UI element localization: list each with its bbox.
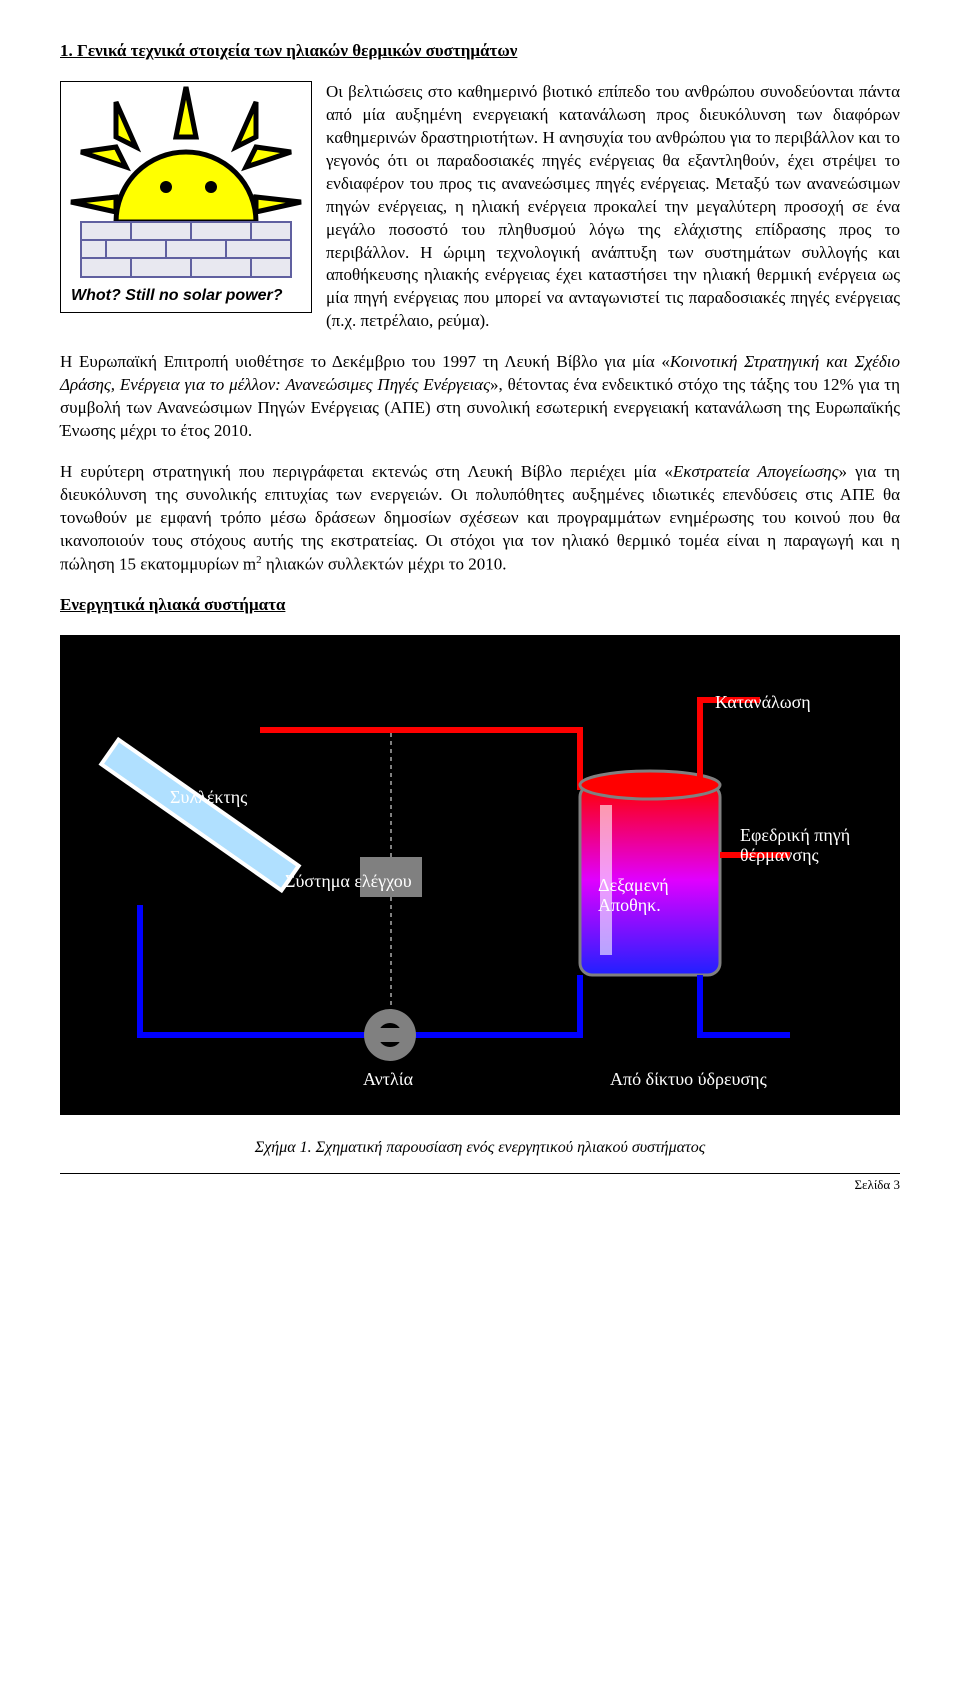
label-control: Σύστημα ελέγχου — [285, 869, 412, 893]
label-pump: Αντλία — [363, 1067, 413, 1091]
label-auxheat-2: θέρμανσης — [740, 843, 819, 867]
label-consumption: Κατανάλωση — [715, 690, 811, 714]
figure-caption: Σχήμα 1. Σχηματική παρουσίαση ενός ενεργ… — [60, 1137, 900, 1159]
sun-cartoon-figure: Whot? Still no solar power? — [60, 81, 312, 313]
label-tank-2: Αποθηκ. — [598, 893, 661, 917]
label-collector: Συλλέκτης — [170, 785, 247, 809]
label-supply: Από δίκτυο ύδρευσης — [610, 1067, 767, 1091]
section-heading: 1. Γενικά τεχνικά στοιχεία των ηλιακών θ… — [60, 40, 900, 63]
cartoon-caption: Whot? Still no solar power? — [71, 287, 283, 304]
paragraph-2: Η Ευρωπαϊκή Επιτροπή υιοθέτησε το Δεκέμβ… — [60, 351, 900, 443]
solar-system-diagram: Συλλέκτης Σύστημα ελέγχου Αντλία Δεξαμεν… — [60, 635, 900, 1115]
paragraph-3: Η ευρύτερη στρατηγική που περιγράφεται ε… — [60, 461, 900, 576]
page-footer: Σελίδα 3 — [60, 1173, 900, 1194]
subsection-heading: Ενεργητικά ηλιακά συστήματα — [60, 594, 900, 617]
